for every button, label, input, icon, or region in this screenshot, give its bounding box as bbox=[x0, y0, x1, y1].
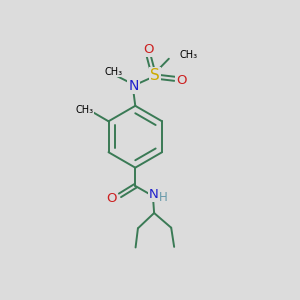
Text: H: H bbox=[159, 190, 167, 204]
Text: N: N bbox=[128, 79, 139, 93]
Text: O: O bbox=[176, 74, 187, 87]
Text: S: S bbox=[150, 68, 160, 83]
Text: O: O bbox=[143, 44, 154, 56]
Text: N: N bbox=[149, 188, 159, 201]
Text: CH₃: CH₃ bbox=[75, 105, 93, 116]
Text: CH₃: CH₃ bbox=[179, 50, 197, 60]
Text: CH₃: CH₃ bbox=[105, 67, 123, 77]
Text: O: O bbox=[106, 192, 116, 205]
